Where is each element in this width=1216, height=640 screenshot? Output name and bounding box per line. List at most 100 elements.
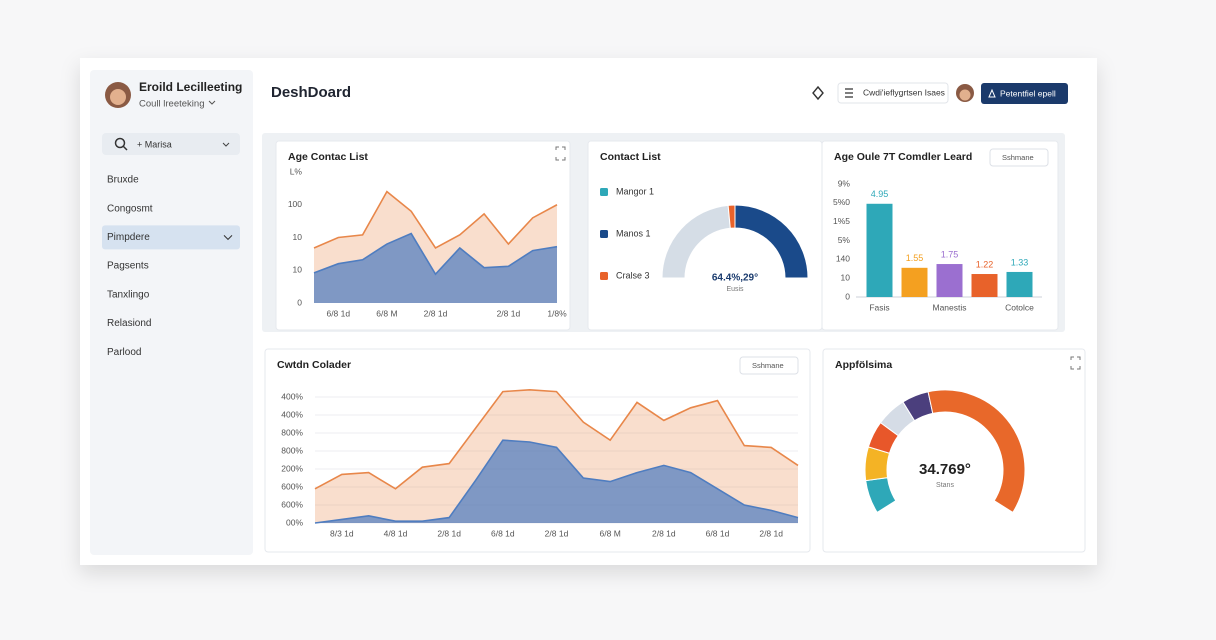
x-tick-label: 4/8 1d xyxy=(384,528,408,538)
gauge-value: 64.4%,29° xyxy=(712,273,758,284)
menu-item-selected[interactable] xyxy=(102,225,240,250)
bar xyxy=(971,274,998,297)
page-title: DeshDoard xyxy=(271,84,351,101)
bar xyxy=(866,203,893,297)
area-fill xyxy=(315,440,798,523)
legend-swatch xyxy=(600,230,608,238)
y-tick-label: 0 xyxy=(845,291,850,301)
legend-label: Manos 1 xyxy=(616,228,651,238)
x-tick-label: 6/8 M xyxy=(376,308,397,318)
expand-icon[interactable] xyxy=(1070,356,1081,370)
panel-title: Contact List xyxy=(600,151,661,163)
panel-button-label: Sshmane xyxy=(752,361,784,370)
y-tick-label: 1%5 xyxy=(833,216,850,226)
bar-value-label: 4.95 xyxy=(871,189,889,199)
expand-icon[interactable] xyxy=(555,146,566,161)
panel-button[interactable] xyxy=(739,356,799,375)
y-tick-label: 9% xyxy=(838,178,851,188)
action-button[interactable] xyxy=(981,83,1068,104)
panel-button[interactable] xyxy=(989,148,1049,167)
menu-icon xyxy=(845,88,853,98)
panel-title: Cwtdn Colader xyxy=(277,359,351,371)
x-tick-label: 2/8 1d xyxy=(497,308,521,318)
search-icon xyxy=(122,145,128,151)
bar-value-label: 1.33 xyxy=(1011,257,1029,267)
menu-item[interactable]: Tanxlingo xyxy=(107,289,150,300)
x-tick-label: 2/8 1d xyxy=(424,308,448,318)
legend-label: Cralse 3 xyxy=(616,270,650,280)
user-name: Eroild Lecilleeting xyxy=(139,80,242,94)
x-tick-label: 6/8 1d xyxy=(706,528,730,538)
menu-item[interactable]: Pagsents xyxy=(107,261,149,272)
x-tick-label: 2/8 1d xyxy=(652,528,676,538)
x-tick-label: 8/3 1d xyxy=(330,528,354,538)
panel-title: Appfölsima xyxy=(835,359,892,371)
x-tick-label: 2/8 1d xyxy=(545,528,569,538)
area-line xyxy=(314,439,799,524)
y-tick-label: 140 xyxy=(836,254,850,264)
panel-title: Age Contac List xyxy=(288,151,368,163)
x-tick-label: Fasis xyxy=(869,302,889,312)
area-line xyxy=(314,388,799,490)
legend-swatch xyxy=(600,188,608,196)
area-line xyxy=(313,232,558,276)
y-tick-label: 800% xyxy=(281,427,303,437)
y-tick-label: L% xyxy=(290,166,303,176)
gauge-value: 34.769° xyxy=(919,461,971,478)
x-tick-label: 2/8 1d xyxy=(759,528,783,538)
menu-item[interactable]: Congosmt xyxy=(107,203,153,214)
bar-value-label: 1.75 xyxy=(941,249,959,259)
sidebar xyxy=(90,70,253,555)
y-tick-label: 10 xyxy=(293,265,303,275)
bar xyxy=(1006,271,1033,297)
gauge-label: Stans xyxy=(936,482,954,489)
y-tick-label: 800% xyxy=(281,445,303,455)
panel xyxy=(822,348,1086,553)
area-fill xyxy=(314,233,557,303)
y-tick-label: 100 xyxy=(288,199,302,209)
search-icon xyxy=(114,137,126,149)
y-tick-label: 400% xyxy=(281,391,303,401)
panel-button-label: Sshmane xyxy=(1002,153,1034,162)
y-tick-label: 5% xyxy=(838,235,851,245)
menu-item[interactable]: Relasiond xyxy=(107,318,151,329)
panel-title: Age Oule 7T Comdler Leard xyxy=(834,151,972,163)
x-tick-label: 6/8 1d xyxy=(326,308,350,318)
x-tick-label: Cotolce xyxy=(1005,302,1034,312)
bar-value-label: 1.22 xyxy=(976,259,994,269)
area-line xyxy=(313,190,558,250)
chevron xyxy=(222,142,230,147)
gauge-segment xyxy=(927,389,1026,514)
legend-swatch xyxy=(600,272,608,280)
bar-value-label: 1.55 xyxy=(906,253,924,263)
x-tick-label: 1/8% xyxy=(547,308,567,318)
sidebar-menu: Bruxde Congosmt Pimpdere Pagsents Tanxlingo R… xyxy=(102,175,240,358)
sidebar-search[interactable] xyxy=(102,133,240,155)
y-tick-label: 10 xyxy=(841,272,851,282)
y-tick-label: 5%0 xyxy=(833,197,850,207)
x-tick-label: Manestis xyxy=(932,302,966,312)
y-tick-label: 00% xyxy=(286,517,303,527)
y-tick-label: 600% xyxy=(281,481,303,491)
search-text: + Marisa xyxy=(137,139,172,149)
action-icon xyxy=(988,88,996,98)
action-button-label: Petentfiel epell xyxy=(1000,88,1056,98)
chevron xyxy=(208,100,216,105)
y-tick-label: 10 xyxy=(293,232,303,242)
menu-item[interactable]: Parlood xyxy=(107,347,141,358)
y-tick-label: 400% xyxy=(281,409,303,419)
y-tick-label: 200% xyxy=(281,463,303,473)
search-button[interactable] xyxy=(837,82,949,104)
user-avatar-face xyxy=(110,89,126,105)
notification-icon[interactable] xyxy=(812,85,824,101)
search-button-label: Cwdi'ieflygrtsen Isaes xyxy=(863,87,945,97)
menu-item[interactable]: Bruxde xyxy=(107,175,139,186)
bar xyxy=(901,267,928,297)
y-tick-label: 0 xyxy=(297,297,302,307)
header-avatar-face xyxy=(959,89,971,101)
menu-item[interactable]: Pimpdere xyxy=(107,232,150,243)
y-tick-label: 600% xyxy=(281,499,303,509)
